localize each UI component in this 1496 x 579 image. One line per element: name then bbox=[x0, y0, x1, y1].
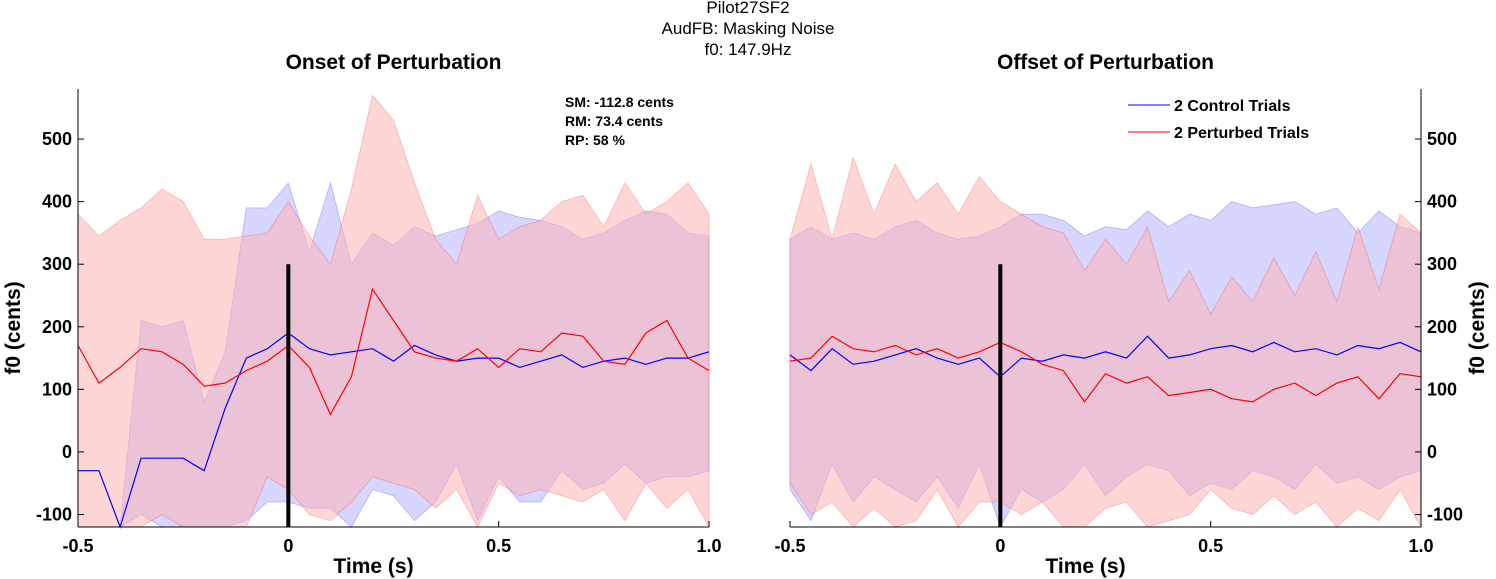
onset-x-tick-label: 1.0 bbox=[696, 536, 721, 556]
onset-y-tick-label: 500 bbox=[42, 129, 72, 149]
onset-x-tick-label: -0.5 bbox=[62, 536, 93, 556]
onset-y-tick-label: 200 bbox=[42, 317, 72, 337]
onset-y-tick-label: -100 bbox=[36, 504, 72, 524]
offset-y-tick-label: 0 bbox=[1427, 442, 1437, 462]
legend-label-control: 2 Control Trials bbox=[1174, 98, 1291, 115]
onset-y-tick-label: 400 bbox=[42, 192, 72, 212]
offset-y-tick-label: -100 bbox=[1427, 504, 1463, 524]
onset-line-perturbed bbox=[77, 287, 710, 416]
legend-label-perturbed: 2 Perturbed Trials bbox=[1174, 125, 1309, 142]
onset-y-tick-label: 100 bbox=[42, 379, 72, 399]
offset-x-tick-label: 0 bbox=[995, 536, 1005, 556]
offset-y-tick-label: 300 bbox=[1427, 254, 1457, 274]
figure-title-line-2: AudFB: Masking Noise bbox=[661, 19, 835, 38]
offset-line-perturbed bbox=[789, 335, 1422, 403]
stat-rm: RM: 73.4 cents bbox=[565, 113, 663, 129]
offset-panel: -0.5 0 0.5 1.0 -100 0 100 200 300 400 500 Offset of… bbox=[774, 51, 1489, 578]
onset-title: Onset of Perturbation bbox=[286, 51, 502, 74]
offset-y-tick-label: 100 bbox=[1427, 379, 1457, 399]
offset-line-control bbox=[789, 335, 1422, 378]
figure-title-line-3: f0: 147.9Hz bbox=[704, 40, 792, 59]
offset-y-tick-label: 200 bbox=[1427, 317, 1457, 337]
onset-y-tick-label: 0 bbox=[62, 442, 72, 462]
onset-x-label: Time (s) bbox=[333, 555, 413, 578]
onset-band-perturbed bbox=[77, 94, 710, 529]
stat-sm: SM: -112.8 cents bbox=[565, 94, 674, 110]
onset-y-label: f0 (cents) bbox=[2, 281, 25, 374]
offset-y-label: f0 (cents) bbox=[1466, 281, 1489, 374]
legend: 2 Control Trials 2 Perturbed Trials bbox=[1128, 98, 1309, 142]
stat-rp: RP: 58 % bbox=[565, 132, 625, 148]
onset-y-tick-label: 300 bbox=[42, 254, 72, 274]
onset-x-tick-label: 0.5 bbox=[486, 536, 511, 556]
onset-panel: -0.5 0 0.5 1.0 -100 0 100 200 300 400 500 Onset of … bbox=[2, 51, 722, 578]
offset-y-tick-label: 500 bbox=[1427, 129, 1457, 149]
offset-x-tick-label: -0.5 bbox=[774, 536, 805, 556]
offset-x-tick-label: 0.5 bbox=[1198, 536, 1223, 556]
stats-box: SM: -112.8 cents RM: 73.4 cents RP: 58 % bbox=[565, 94, 674, 148]
offset-y-tick-label: 400 bbox=[1427, 192, 1457, 212]
figure-title-line-1: Pilot27SF2 bbox=[706, 0, 790, 17]
offset-x-tick-label: 1.0 bbox=[1408, 536, 1433, 556]
onset-x-tick-label: 0 bbox=[283, 536, 293, 556]
offset-title: Offset of Perturbation bbox=[997, 51, 1214, 74]
offset-x-label: Time (s) bbox=[1045, 555, 1125, 578]
